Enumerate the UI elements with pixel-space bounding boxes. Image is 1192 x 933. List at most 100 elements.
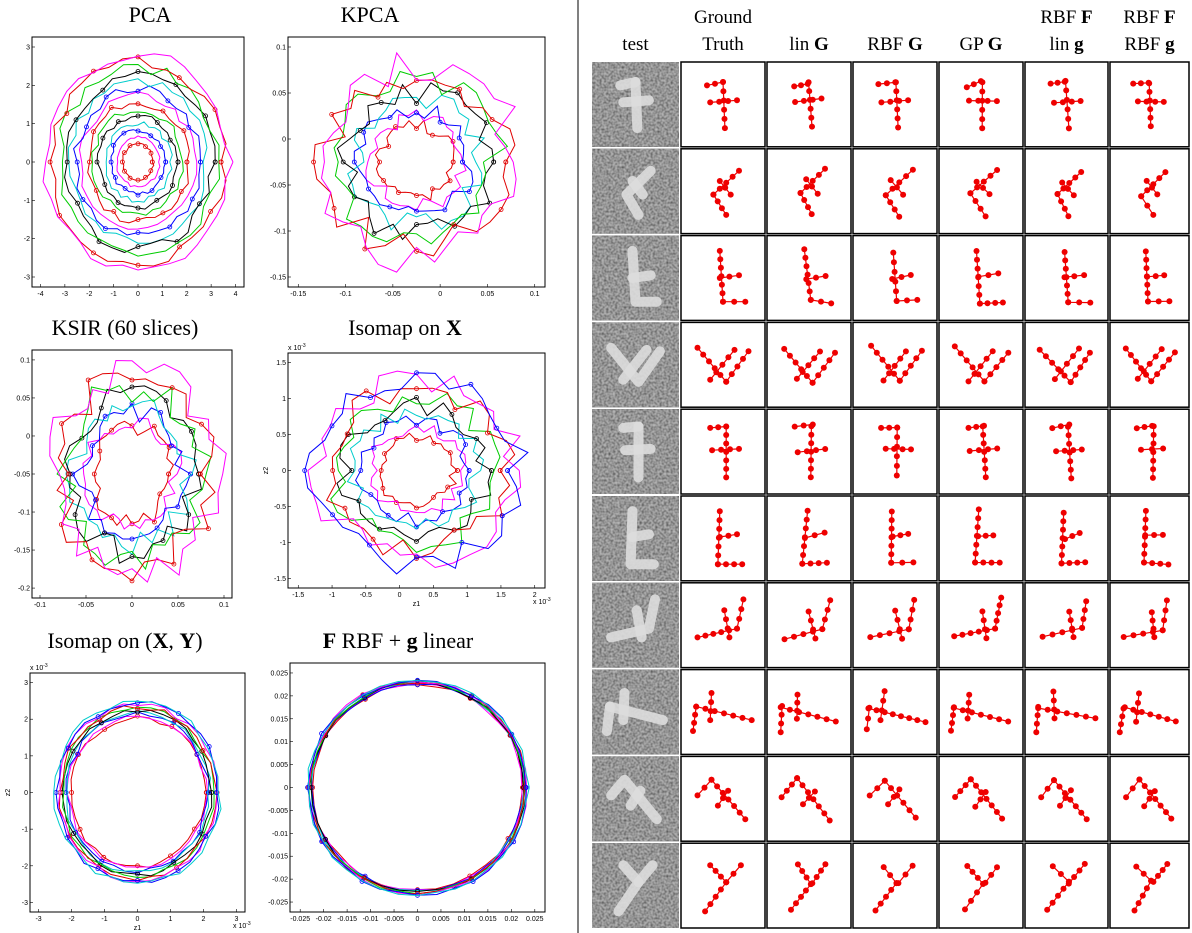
- skeleton-joint: [810, 627, 816, 633]
- skeleton-joint: [792, 99, 798, 105]
- skeleton-joint: [994, 167, 1000, 173]
- skeleton-joint: [975, 98, 981, 104]
- skeleton-joint: [1151, 634, 1157, 640]
- skeleton-joint: [885, 364, 891, 370]
- figure: PCA-4-3-2-1012343210-1-2-3KPCA-0.15-0.1-…: [0, 0, 1192, 933]
- skeleton-joint: [800, 369, 806, 375]
- skeleton-joint: [1068, 475, 1074, 481]
- skeleton-joint: [885, 801, 891, 807]
- skeleton-joint: [717, 248, 723, 254]
- skeleton-joint: [1063, 266, 1069, 272]
- x-tick-label: 1: [169, 916, 173, 923]
- skeleton-joint: [1143, 508, 1149, 514]
- skeleton-joint: [878, 901, 884, 907]
- skeleton-joint: [1135, 98, 1141, 104]
- skeleton-joint: [1082, 357, 1088, 363]
- skeleton-joint: [1154, 371, 1160, 377]
- digit-stroke: [623, 100, 649, 102]
- skeleton-joint: [1161, 272, 1167, 278]
- skeleton-joint: [718, 447, 724, 453]
- skeleton-joint: [795, 449, 801, 455]
- skeleton-joint: [990, 532, 996, 538]
- skeleton-joint: [966, 378, 972, 384]
- cell-frame: [767, 583, 851, 668]
- skeleton-joint: [822, 530, 828, 536]
- skeleton-joint: [1160, 532, 1166, 538]
- skeleton-joint: [800, 552, 806, 558]
- skeleton-joint: [983, 213, 989, 219]
- skeleton-joint: [964, 84, 970, 90]
- x-tick-label: -1: [111, 291, 117, 298]
- skeleton-joint: [890, 711, 896, 717]
- skeleton-joint: [794, 708, 800, 714]
- skeleton-joint: [900, 800, 906, 806]
- skeleton-joint: [1065, 213, 1071, 219]
- cell-frame: [939, 149, 1023, 234]
- skeleton-joint: [808, 115, 814, 121]
- skeleton-joint: [984, 796, 990, 802]
- cell-frame: [853, 670, 937, 755]
- skeleton-joint: [1173, 718, 1179, 724]
- skeleton-joint: [1149, 446, 1155, 452]
- cell-frame: [1110, 496, 1189, 581]
- skeleton-joint: [905, 97, 911, 103]
- skeleton-joint: [716, 99, 722, 105]
- skeleton-joint: [714, 783, 720, 789]
- x-tick-label: -3: [62, 291, 68, 298]
- skeleton-joint: [723, 616, 729, 622]
- x-tick-label: 0.01: [458, 916, 472, 923]
- skeleton-joint: [892, 207, 898, 213]
- skeleton-joint: [1078, 810, 1084, 816]
- skeleton-joint: [804, 517, 810, 523]
- skeleton-joint: [980, 185, 986, 191]
- skeleton-joint: [1052, 715, 1058, 721]
- skeleton-joint: [874, 350, 880, 356]
- skeleton-joint: [974, 184, 980, 190]
- skeleton-joint: [1152, 796, 1158, 802]
- column-header: RBF F: [1123, 7, 1175, 28]
- skeleton-joint: [968, 630, 974, 636]
- skeleton-joint: [693, 704, 699, 710]
- skeleton-joint: [708, 708, 714, 714]
- skeleton-joint: [1130, 785, 1136, 791]
- y-tick-label: 0.01: [274, 739, 288, 746]
- text-part: RBF: [1124, 34, 1165, 55]
- skeleton-joint: [823, 273, 829, 279]
- column-header: lin g: [1049, 34, 1084, 55]
- skeleton-joint: [793, 360, 799, 366]
- cell-frame: [1110, 409, 1189, 494]
- skeleton-joint: [948, 728, 954, 734]
- skeleton-joint: [731, 561, 737, 567]
- skeleton-joint: [824, 560, 830, 566]
- skeleton-joint: [979, 116, 985, 122]
- skeleton-joint: [1172, 349, 1178, 355]
- skeleton-joint: [1138, 447, 1144, 453]
- skeleton-joint: [1144, 99, 1150, 105]
- skeleton-joint: [746, 348, 752, 354]
- x-tick-label: 0.1: [530, 291, 540, 298]
- x-tick-label: 2: [185, 291, 189, 298]
- skeleton-joint: [719, 362, 725, 368]
- skeleton-joint: [972, 560, 978, 566]
- skeleton-joint: [868, 343, 874, 349]
- skeleton-joint: [1117, 729, 1123, 735]
- skeleton-joint: [1121, 634, 1127, 640]
- skeleton-joint: [709, 447, 715, 453]
- skeleton-joint: [1121, 706, 1127, 712]
- skeleton-joint: [1069, 99, 1075, 105]
- skeleton-joint: [778, 729, 784, 735]
- y-tick-label: 2: [26, 83, 30, 90]
- y-tick-label: -0.025: [268, 900, 288, 907]
- y-tick-label: -0.05: [14, 472, 30, 479]
- skeleton-joint: [880, 698, 886, 704]
- skeleton-joint: [895, 880, 901, 886]
- skeleton-joint: [806, 609, 812, 615]
- skeleton-joint: [1149, 185, 1155, 191]
- skeleton-joint: [1136, 777, 1142, 783]
- cell-frame: [1110, 843, 1189, 928]
- skeleton-joint: [896, 98, 902, 104]
- text-part: F: [323, 628, 336, 653]
- skeleton-joint: [1151, 532, 1157, 538]
- y-tick-label: -0.05: [270, 183, 286, 190]
- skeleton-joint: [883, 894, 889, 900]
